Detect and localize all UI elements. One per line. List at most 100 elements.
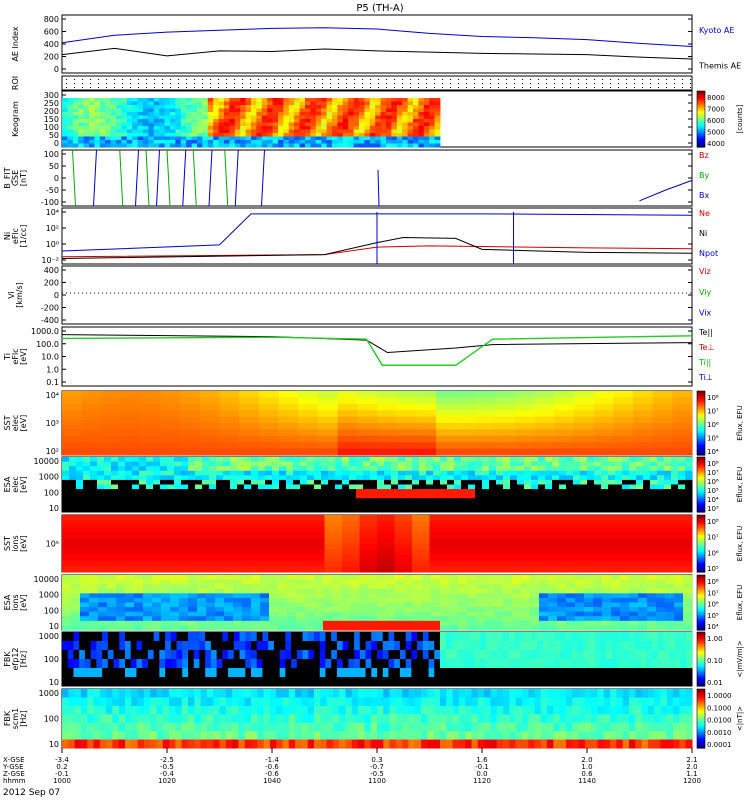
heatmap-cell xyxy=(548,625,558,631)
heatmap-cell xyxy=(326,129,333,134)
heatmap-cell xyxy=(188,470,196,476)
y-tick-label: 10⁴ xyxy=(46,208,59,217)
heatmap-cell xyxy=(300,484,308,490)
heatmap-cell xyxy=(286,457,294,462)
heatmap-cell xyxy=(143,593,153,599)
heatmap-cell xyxy=(457,632,464,642)
heatmap-cell xyxy=(160,493,168,499)
roi-dot xyxy=(474,83,475,84)
by-trace xyxy=(72,149,76,207)
heatmap-cell xyxy=(62,584,72,590)
heatmap-cell xyxy=(335,461,343,467)
heatmap-cell xyxy=(153,101,160,106)
heatmap-cell xyxy=(475,423,496,430)
heatmap-cell xyxy=(140,429,161,437)
heatmap-cell xyxy=(184,532,203,539)
heatmap-cell xyxy=(428,632,435,642)
heatmap-cell xyxy=(223,502,231,508)
heatmap-cell xyxy=(359,543,378,550)
heatmap-cell xyxy=(377,484,385,490)
heatmap-cell xyxy=(656,620,666,626)
heatmap-cell xyxy=(412,479,420,485)
heatmap-cell xyxy=(350,579,360,585)
heatmap-cell xyxy=(213,133,219,137)
heatmap-cell xyxy=(134,611,144,617)
heatmap-cell xyxy=(629,507,637,513)
heatmap-cell xyxy=(622,466,630,472)
heatmap-cell xyxy=(359,597,369,603)
heatmap-cell xyxy=(182,668,189,678)
heatmap-cell xyxy=(191,112,198,116)
colorbar-tick-label: 10⁸ xyxy=(707,578,719,586)
heatmap-cell xyxy=(119,641,126,651)
heatmap-cell xyxy=(62,611,72,617)
roi-dot xyxy=(170,83,171,84)
heatmap-cell xyxy=(300,493,308,499)
roi-dot xyxy=(106,83,107,84)
roi-dot xyxy=(394,87,395,88)
heatmap-cell xyxy=(99,119,106,123)
heatmap-cell xyxy=(480,632,487,642)
heatmap-cell xyxy=(110,105,117,109)
heatmap-cell xyxy=(517,515,535,522)
heatmap-cell xyxy=(161,584,171,590)
heatmap-cell xyxy=(188,620,198,626)
heatmap-cell xyxy=(319,650,326,660)
heatmap-cell xyxy=(514,403,535,411)
heatmap-cell xyxy=(137,140,144,144)
heatmap-cell xyxy=(663,668,670,678)
heatmap-cell xyxy=(219,442,240,449)
heatmap-cell xyxy=(395,611,405,617)
heatmap-cell xyxy=(413,593,423,599)
roi-dot xyxy=(682,79,683,80)
heatmap-cell xyxy=(458,625,468,631)
heatmap-cell xyxy=(296,616,306,622)
heatmap-cell xyxy=(260,579,270,585)
colorbar-cell xyxy=(697,506,705,509)
heatmap-cell xyxy=(611,584,621,590)
heatmap-cell xyxy=(657,479,665,485)
colorbar-cell xyxy=(697,431,705,434)
roi-dot xyxy=(122,87,123,88)
heatmap-cell xyxy=(534,526,553,533)
roi-dot xyxy=(98,87,99,88)
heatmap-cell xyxy=(199,391,220,398)
heatmap-cell xyxy=(370,475,378,481)
heatmap-cell xyxy=(664,484,672,490)
heatmap-cell xyxy=(111,489,119,495)
heatmap-cell xyxy=(382,659,389,669)
heatmap-cell xyxy=(434,677,441,687)
heatmap-cell xyxy=(81,423,102,430)
heatmap-cell xyxy=(73,677,80,687)
roi-dot xyxy=(546,87,547,88)
heatmap-cell xyxy=(71,575,81,580)
heatmap-cell xyxy=(219,416,240,424)
heatmap-cell xyxy=(476,588,486,594)
heatmap-cell xyxy=(569,549,588,556)
heatmap-cell xyxy=(143,579,153,585)
heatmap-cell xyxy=(237,554,255,561)
heatmap-cell xyxy=(323,579,333,585)
heatmap-cell xyxy=(348,112,354,116)
heatmap-cell xyxy=(229,105,236,109)
heatmap-cell xyxy=(538,484,546,490)
heatmap-cell xyxy=(278,597,288,603)
colorbar-cell xyxy=(697,563,705,566)
heatmap-cell xyxy=(180,112,187,116)
heatmap-cell xyxy=(422,611,432,617)
heatmap-cell xyxy=(353,98,360,102)
heatmap-cell xyxy=(215,597,225,603)
heatmap-cell xyxy=(143,611,153,617)
heatmap-cell xyxy=(371,641,378,651)
heatmap-cell xyxy=(121,122,128,127)
heatmap-cell xyxy=(377,579,387,585)
heatmap-cell xyxy=(215,616,225,622)
heatmap-cell xyxy=(584,579,594,585)
heatmap-cell xyxy=(317,435,339,443)
heatmap-cell xyxy=(164,98,171,102)
heatmap-cell xyxy=(601,457,609,462)
heatmap-cell xyxy=(370,489,378,495)
heatmap-cell xyxy=(251,575,261,580)
heatmap-cell xyxy=(159,108,165,113)
y-tick-label: 1000 xyxy=(39,591,59,600)
